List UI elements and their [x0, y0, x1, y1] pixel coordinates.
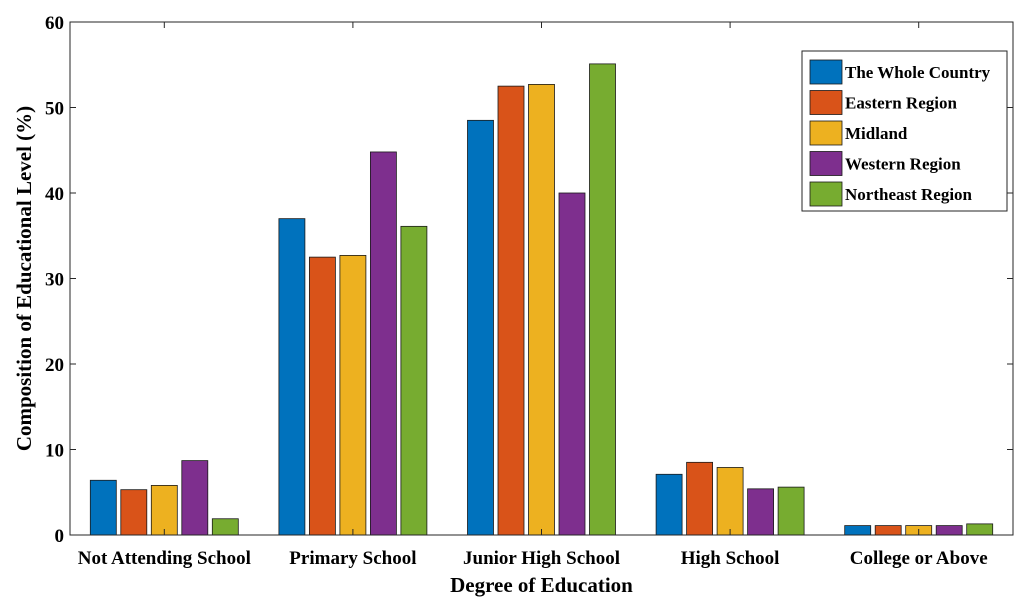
bar-the-whole-country-3 — [655, 473, 683, 536]
y-tick-label: 40 — [45, 184, 64, 205]
bar-northeast-region-1 — [400, 225, 428, 536]
bar-western-region-4 — [935, 525, 963, 536]
y-tick-label: 10 — [45, 441, 64, 462]
bar-midland-3 — [716, 467, 744, 536]
y-tick-label: 60 — [45, 13, 64, 34]
bar-eastern-region-2 — [497, 85, 525, 536]
bar-western-region-0 — [181, 460, 209, 536]
bar-northeast-region-0 — [211, 518, 239, 536]
bar-western-region-1 — [369, 151, 397, 536]
x-tick-label: Junior High School — [463, 548, 620, 569]
legend-label: The Whole Country — [845, 63, 991, 82]
legend-label: Midland — [845, 124, 908, 143]
x-tick-label: High School — [681, 548, 780, 569]
bar-eastern-region-4 — [874, 525, 902, 536]
bar-northeast-region-3 — [777, 486, 805, 536]
x-tick-label: College or Above — [850, 548, 988, 569]
bar-eastern-region-3 — [686, 461, 713, 536]
bar-the-whole-country-2 — [467, 119, 494, 536]
bar-eastern-region-0 — [120, 489, 148, 536]
bar-midland-1 — [339, 255, 367, 536]
bar-midland-2 — [528, 84, 555, 536]
x-tick-label: Not Attending School — [78, 548, 251, 569]
bar-northeast-region-2 — [589, 63, 616, 536]
bars-layer — [89, 63, 994, 536]
legend-label: Northeast Region — [845, 185, 973, 204]
legend-label: Eastern Region — [845, 94, 957, 113]
bar-northeast-region-4 — [966, 523, 994, 536]
y-tick-label: 50 — [45, 99, 64, 120]
legend-swatch — [809, 181, 843, 207]
legend-swatch — [809, 120, 843, 146]
legend-label: Western Region — [845, 155, 961, 174]
y-tick-label: 0 — [55, 526, 65, 547]
y-axis-title: Composition of Educational Level (%) — [12, 106, 36, 451]
x-tick-label: Primary School — [289, 548, 416, 569]
legend-swatch — [809, 90, 843, 115]
axes-layer: 0 10 20 30 40 50 60 Not Attending School Primary… — [45, 13, 1013, 569]
legend-swatch — [809, 59, 843, 85]
y-tick-label: 30 — [45, 270, 64, 291]
bar-midland-0 — [150, 485, 178, 536]
bar-the-whole-country-0 — [89, 479, 117, 536]
bar-western-region-3 — [747, 488, 774, 536]
bar-the-whole-country-4 — [844, 525, 872, 536]
legend-swatch — [809, 151, 843, 176]
bar-the-whole-country-1 — [278, 218, 306, 536]
bar-eastern-region-1 — [308, 256, 336, 536]
bar-western-region-2 — [558, 192, 586, 536]
legend: The Whole Country Eastern Region Midland We… — [801, 50, 1008, 212]
x-axis-title: Degree of Education — [450, 573, 633, 597]
y-tick-label: 20 — [45, 355, 64, 376]
